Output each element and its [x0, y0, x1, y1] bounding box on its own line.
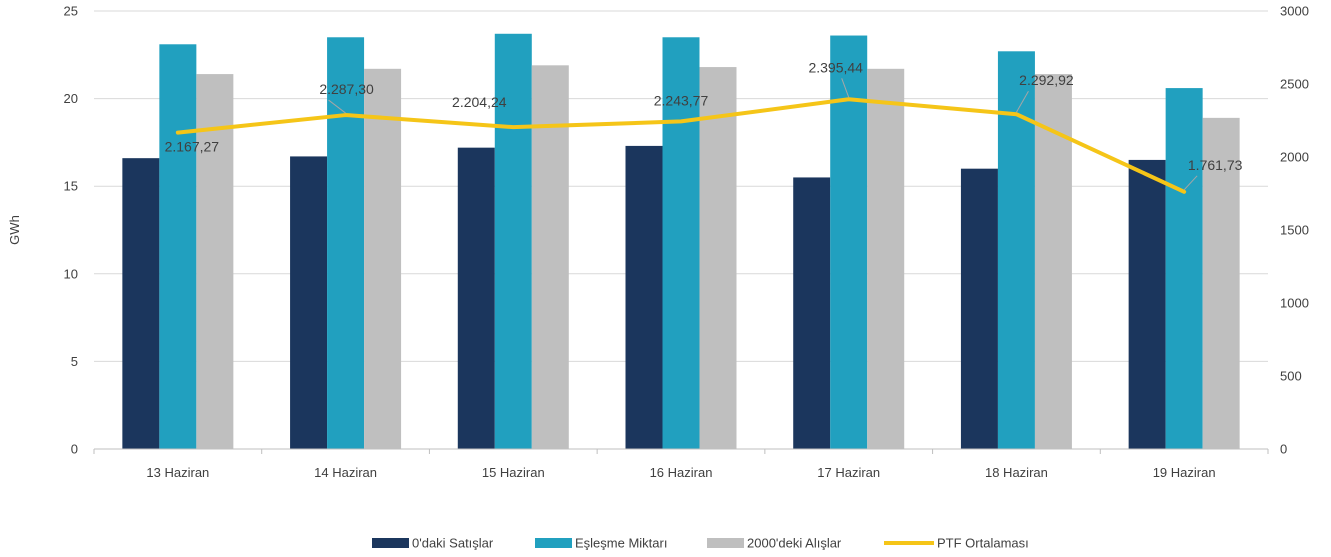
x-axis-tick-label: 15 Haziran [482, 465, 545, 480]
y-axis-tick-label: 15 [64, 179, 78, 194]
bar [1165, 88, 1203, 449]
bar [196, 74, 234, 450]
bar [867, 68, 905, 449]
y-axis-tick-label: 10 [64, 266, 78, 281]
bar [494, 33, 532, 449]
x-axis-tick-label: 18 Haziran [985, 465, 1048, 480]
bar [457, 147, 495, 449]
bar [662, 37, 700, 449]
bar [122, 158, 160, 449]
data-label: 2.395,44 [808, 59, 863, 75]
data-label-leader [841, 78, 850, 98]
bar [699, 67, 737, 450]
bar [960, 168, 998, 449]
y-axis-title: GWh [7, 215, 22, 245]
x-axis-tick-label: 14 Haziran [314, 465, 377, 480]
bar [1202, 117, 1240, 449]
y2-axis-tick-label: 2500 [1280, 77, 1309, 92]
legend-swatch [707, 538, 744, 548]
y2-axis-tick-label: 3000 [1280, 4, 1309, 19]
bar [1128, 159, 1166, 450]
bar-series [122, 33, 1240, 450]
legend: 0'daki Satışlar Eşleşme Miktarı 2000'deki … [372, 536, 1029, 551]
data-label-leader [1183, 175, 1198, 191]
legend-item: 2000'deki Alışlar [707, 536, 842, 551]
bar [997, 51, 1035, 450]
legend-label: 2000'deki Alışlar [747, 536, 842, 551]
bar [531, 65, 569, 449]
y2-axis-tick-label: 2000 [1280, 150, 1309, 165]
data-label: 2.243,77 [654, 92, 709, 108]
legend-item: 0'daki Satışlar [372, 536, 494, 551]
line-series [175, 97, 1187, 194]
bar [327, 37, 365, 449]
data-label: 2.204,24 [452, 94, 507, 110]
data-label: 2.167,27 [165, 139, 220, 155]
y-axis-tick-label: 25 [64, 4, 78, 19]
bar [364, 68, 402, 449]
y-axis-tick-label: 0 [71, 442, 78, 457]
data-label-leader [1015, 90, 1029, 113]
y2-axis-tick-label: 1500 [1280, 223, 1309, 238]
data-label: 1.761,73 [1188, 157, 1243, 173]
x-axis-tick-label: 16 Haziran [650, 465, 713, 480]
legend-label: PTF Ortalaması [937, 536, 1029, 551]
data-labels: 2.167,27 2.287,30 2.204,24 2.243,77 2.395,44… [165, 59, 1243, 191]
axes: 0 5 10 15 20 25 0 500 1000 1500 2000 2500 3000 13 Haz… [7, 4, 1309, 481]
legend-item: Eşleşme Miktarı [535, 536, 667, 551]
bar [830, 35, 868, 449]
y2-axis-tick-label: 500 [1280, 369, 1302, 384]
y2-axis-tick-label: 0 [1280, 442, 1287, 457]
x-axis-tick-label: 17 Haziran [817, 465, 880, 480]
y2-axis-tick-label: 1000 [1280, 296, 1309, 311]
data-label: 2.287,30 [319, 81, 374, 97]
y-axis-tick-label: 20 [64, 91, 78, 106]
y-axis-tick-label: 5 [71, 354, 78, 369]
bar [159, 44, 197, 450]
legend-swatch [535, 538, 572, 548]
x-axis-tick-label: 19 Haziran [1153, 465, 1216, 480]
legend-swatch [372, 538, 409, 548]
x-axis-tick-label: 13 Haziran [146, 465, 209, 480]
data-label-leader [328, 99, 346, 114]
legend-item: PTF Ortalaması [884, 536, 1029, 551]
legend-label: Eşleşme Miktarı [575, 536, 667, 551]
bar [290, 156, 328, 449]
data-label: 2.292,92 [1019, 72, 1074, 88]
bar [625, 145, 663, 450]
legend-label: 0'daki Satışlar [412, 536, 494, 551]
bar [793, 177, 831, 449]
